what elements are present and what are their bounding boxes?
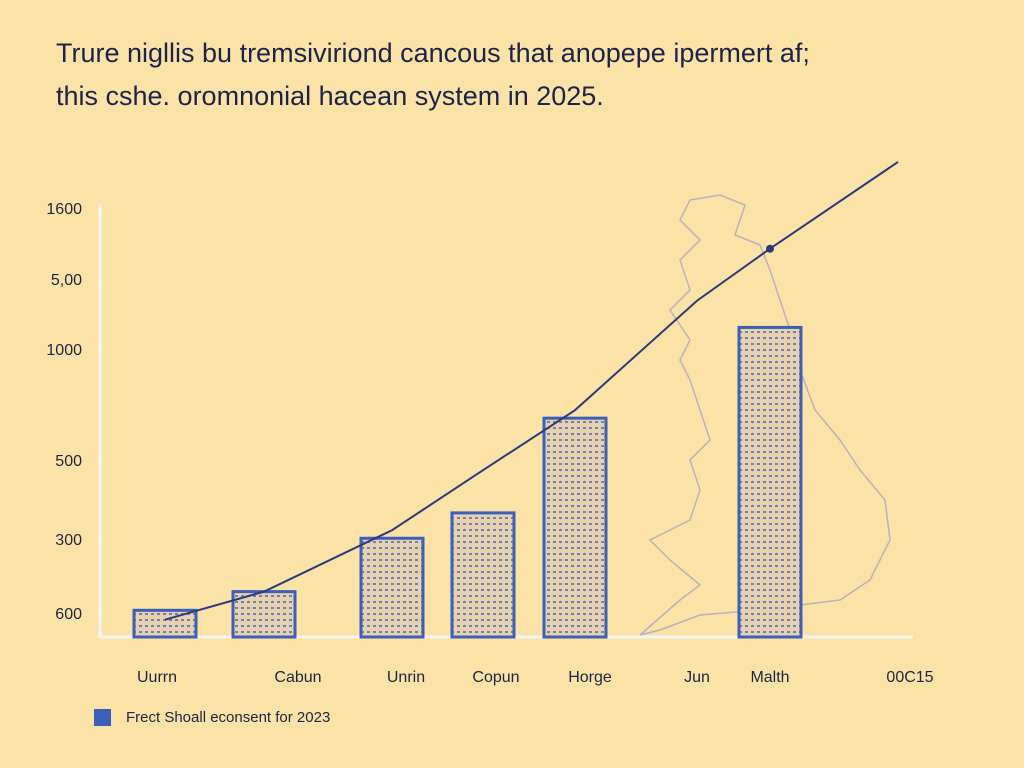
x-tick-label: Copun bbox=[472, 669, 519, 686]
y-tick-label: 5,00 bbox=[51, 272, 82, 289]
chart-subtitle: this cshe. oromnonial hacean system in 2… bbox=[56, 81, 604, 111]
x-tick-label: Unrin bbox=[387, 669, 425, 686]
y-tick-label: 1000 bbox=[46, 342, 82, 359]
y-tick-label: 1600 bbox=[46, 201, 82, 218]
bar bbox=[542, 416, 608, 639]
x-tick-label: Horge bbox=[568, 669, 612, 686]
x-tick-label: Malth bbox=[750, 669, 789, 686]
line bbox=[164, 161, 899, 621]
x-tick-label: Jun bbox=[684, 669, 710, 686]
legend-swatch bbox=[94, 709, 111, 726]
x-tick-label: Uurrn bbox=[137, 669, 177, 686]
bar bbox=[737, 325, 803, 639]
y-tick-label: 600 bbox=[55, 606, 82, 623]
y-tick-label: 500 bbox=[55, 453, 82, 470]
line-marker bbox=[766, 244, 774, 253]
bar bbox=[450, 511, 516, 639]
bar bbox=[231, 590, 297, 639]
y-tick-label: 300 bbox=[55, 532, 82, 549]
legend-label: Frect Shoall econsent for 2023 bbox=[126, 709, 330, 726]
chart-title: Trure nigllis bu tremsiviriond cancous t… bbox=[56, 38, 810, 68]
bar bbox=[359, 536, 425, 639]
x-tick-label: 00C15 bbox=[886, 669, 933, 686]
map-decoration bbox=[639, 194, 891, 636]
x-tick-label: Cabun bbox=[274, 669, 321, 686]
